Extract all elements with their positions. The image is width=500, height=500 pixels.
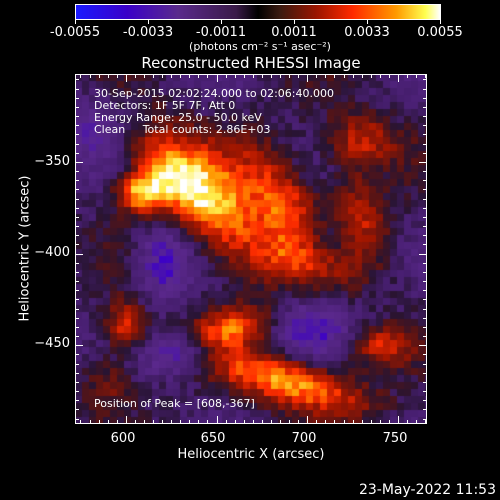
plot-frame: [75, 74, 427, 424]
x-axis-title: Heliocentric X (arcsec): [177, 447, 325, 462]
algorithm-counts-text: Clean Total counts: 2.86E+03: [94, 123, 271, 136]
y-tick-label: −400: [34, 245, 70, 260]
plot-axes: [75, 74, 427, 424]
colorbar-tick-label: -0.0011: [195, 25, 247, 40]
x-tick-label: 700: [291, 431, 317, 446]
colorbar-tick-label: 0.0055: [417, 25, 463, 40]
x-tick-label: 750: [382, 431, 408, 446]
colorbar-ticks: [75, 20, 441, 24]
energy-range-text: Energy Range: 25.0 - 50.0 keV: [94, 111, 262, 124]
footer-timestamp: 23-May-2022 11:53: [358, 482, 496, 498]
heatmap-image: [75, 74, 427, 424]
colorbar: [75, 4, 441, 20]
y-tick-label: −450: [34, 336, 70, 351]
y-tick-label: −350: [34, 154, 70, 169]
colorbar-tick-label: 0.0011: [271, 25, 317, 40]
y-axis-title: Heliocentric Y (arcsec): [17, 175, 33, 322]
colorbar-tick-label: -0.0055: [49, 25, 101, 40]
chart-title: Reconstructed RHESSI Image: [141, 54, 361, 72]
x-tick-label: 650: [200, 431, 226, 446]
colorbar-tick-label: 0.0033: [344, 25, 390, 40]
detectors-text: Detectors: 1F 5F 7F, Att 0: [94, 99, 236, 112]
peak-position-text: Position of Peak = [608,-367]: [94, 397, 255, 410]
x-tick-label: 600: [110, 431, 136, 446]
time-range-text: 30-Sep-2015 02:02:24.000 to 02:06:40.000: [94, 87, 334, 100]
colorbar-tick-label: -0.0033: [122, 25, 174, 40]
colorbar-units: (photons cm⁻² s⁻¹ asec⁻²): [189, 40, 331, 53]
